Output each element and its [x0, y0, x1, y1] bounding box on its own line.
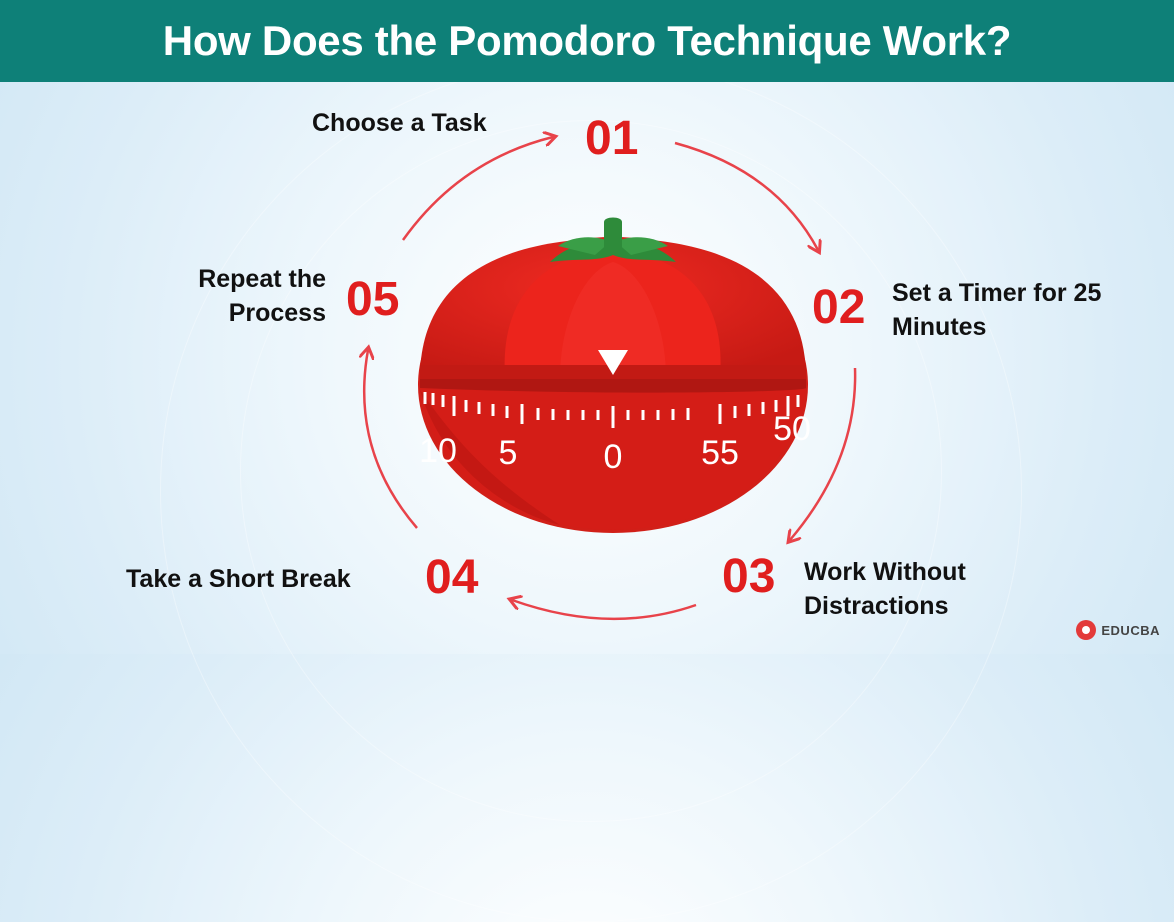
step-number-03: 03	[722, 550, 776, 603]
cycle-arrow-icon	[674, 141, 818, 250]
cycle-diagram: 10 5 0 55 50	[0, 0, 857, 621]
title-banner: How Does the Pomodoro Technique Work?	[0, 0, 1174, 82]
step-number-04: 04	[425, 551, 479, 604]
educba-logo-icon	[1076, 620, 1097, 640]
educba-logo: EDUCBA	[1076, 620, 1160, 640]
dial-number: 10	[419, 432, 457, 470]
dial-number: 5	[499, 434, 518, 472]
step-label-work: Work Without Distractions	[804, 558, 966, 620]
tomato-timer-icon: 10 5 0 55 50	[418, 217, 811, 533]
page-title: How Does the Pomodoro Technique Work?	[162, 17, 1012, 64]
cycle-arrow-icon	[512, 600, 697, 621]
dial-number: 0	[604, 438, 623, 476]
step-label-set-timer: Set a Timer for 25 Minutes	[892, 279, 1102, 341]
step-label-short-break: Take a Short Break	[126, 565, 351, 593]
cycle-arrow-icon	[401, 137, 553, 241]
step-number-01: 01	[585, 112, 639, 165]
cycle-arrow-icon	[790, 367, 857, 540]
step-number-05: 05	[346, 273, 400, 326]
step-label-repeat: Repeat the Process	[198, 265, 326, 327]
cycle-arrow-icon	[364, 350, 418, 529]
step-number-02: 02	[812, 281, 866, 334]
step-label-choose-task: Choose a Task	[312, 109, 487, 137]
brand-name: EDUCBA	[1101, 622, 1160, 638]
dial-number: 50	[773, 410, 811, 448]
dial-number: 55	[701, 434, 739, 472]
